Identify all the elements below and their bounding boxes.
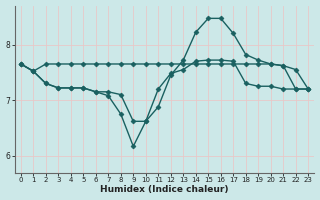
X-axis label: Humidex (Indice chaleur): Humidex (Indice chaleur) [100,185,229,194]
